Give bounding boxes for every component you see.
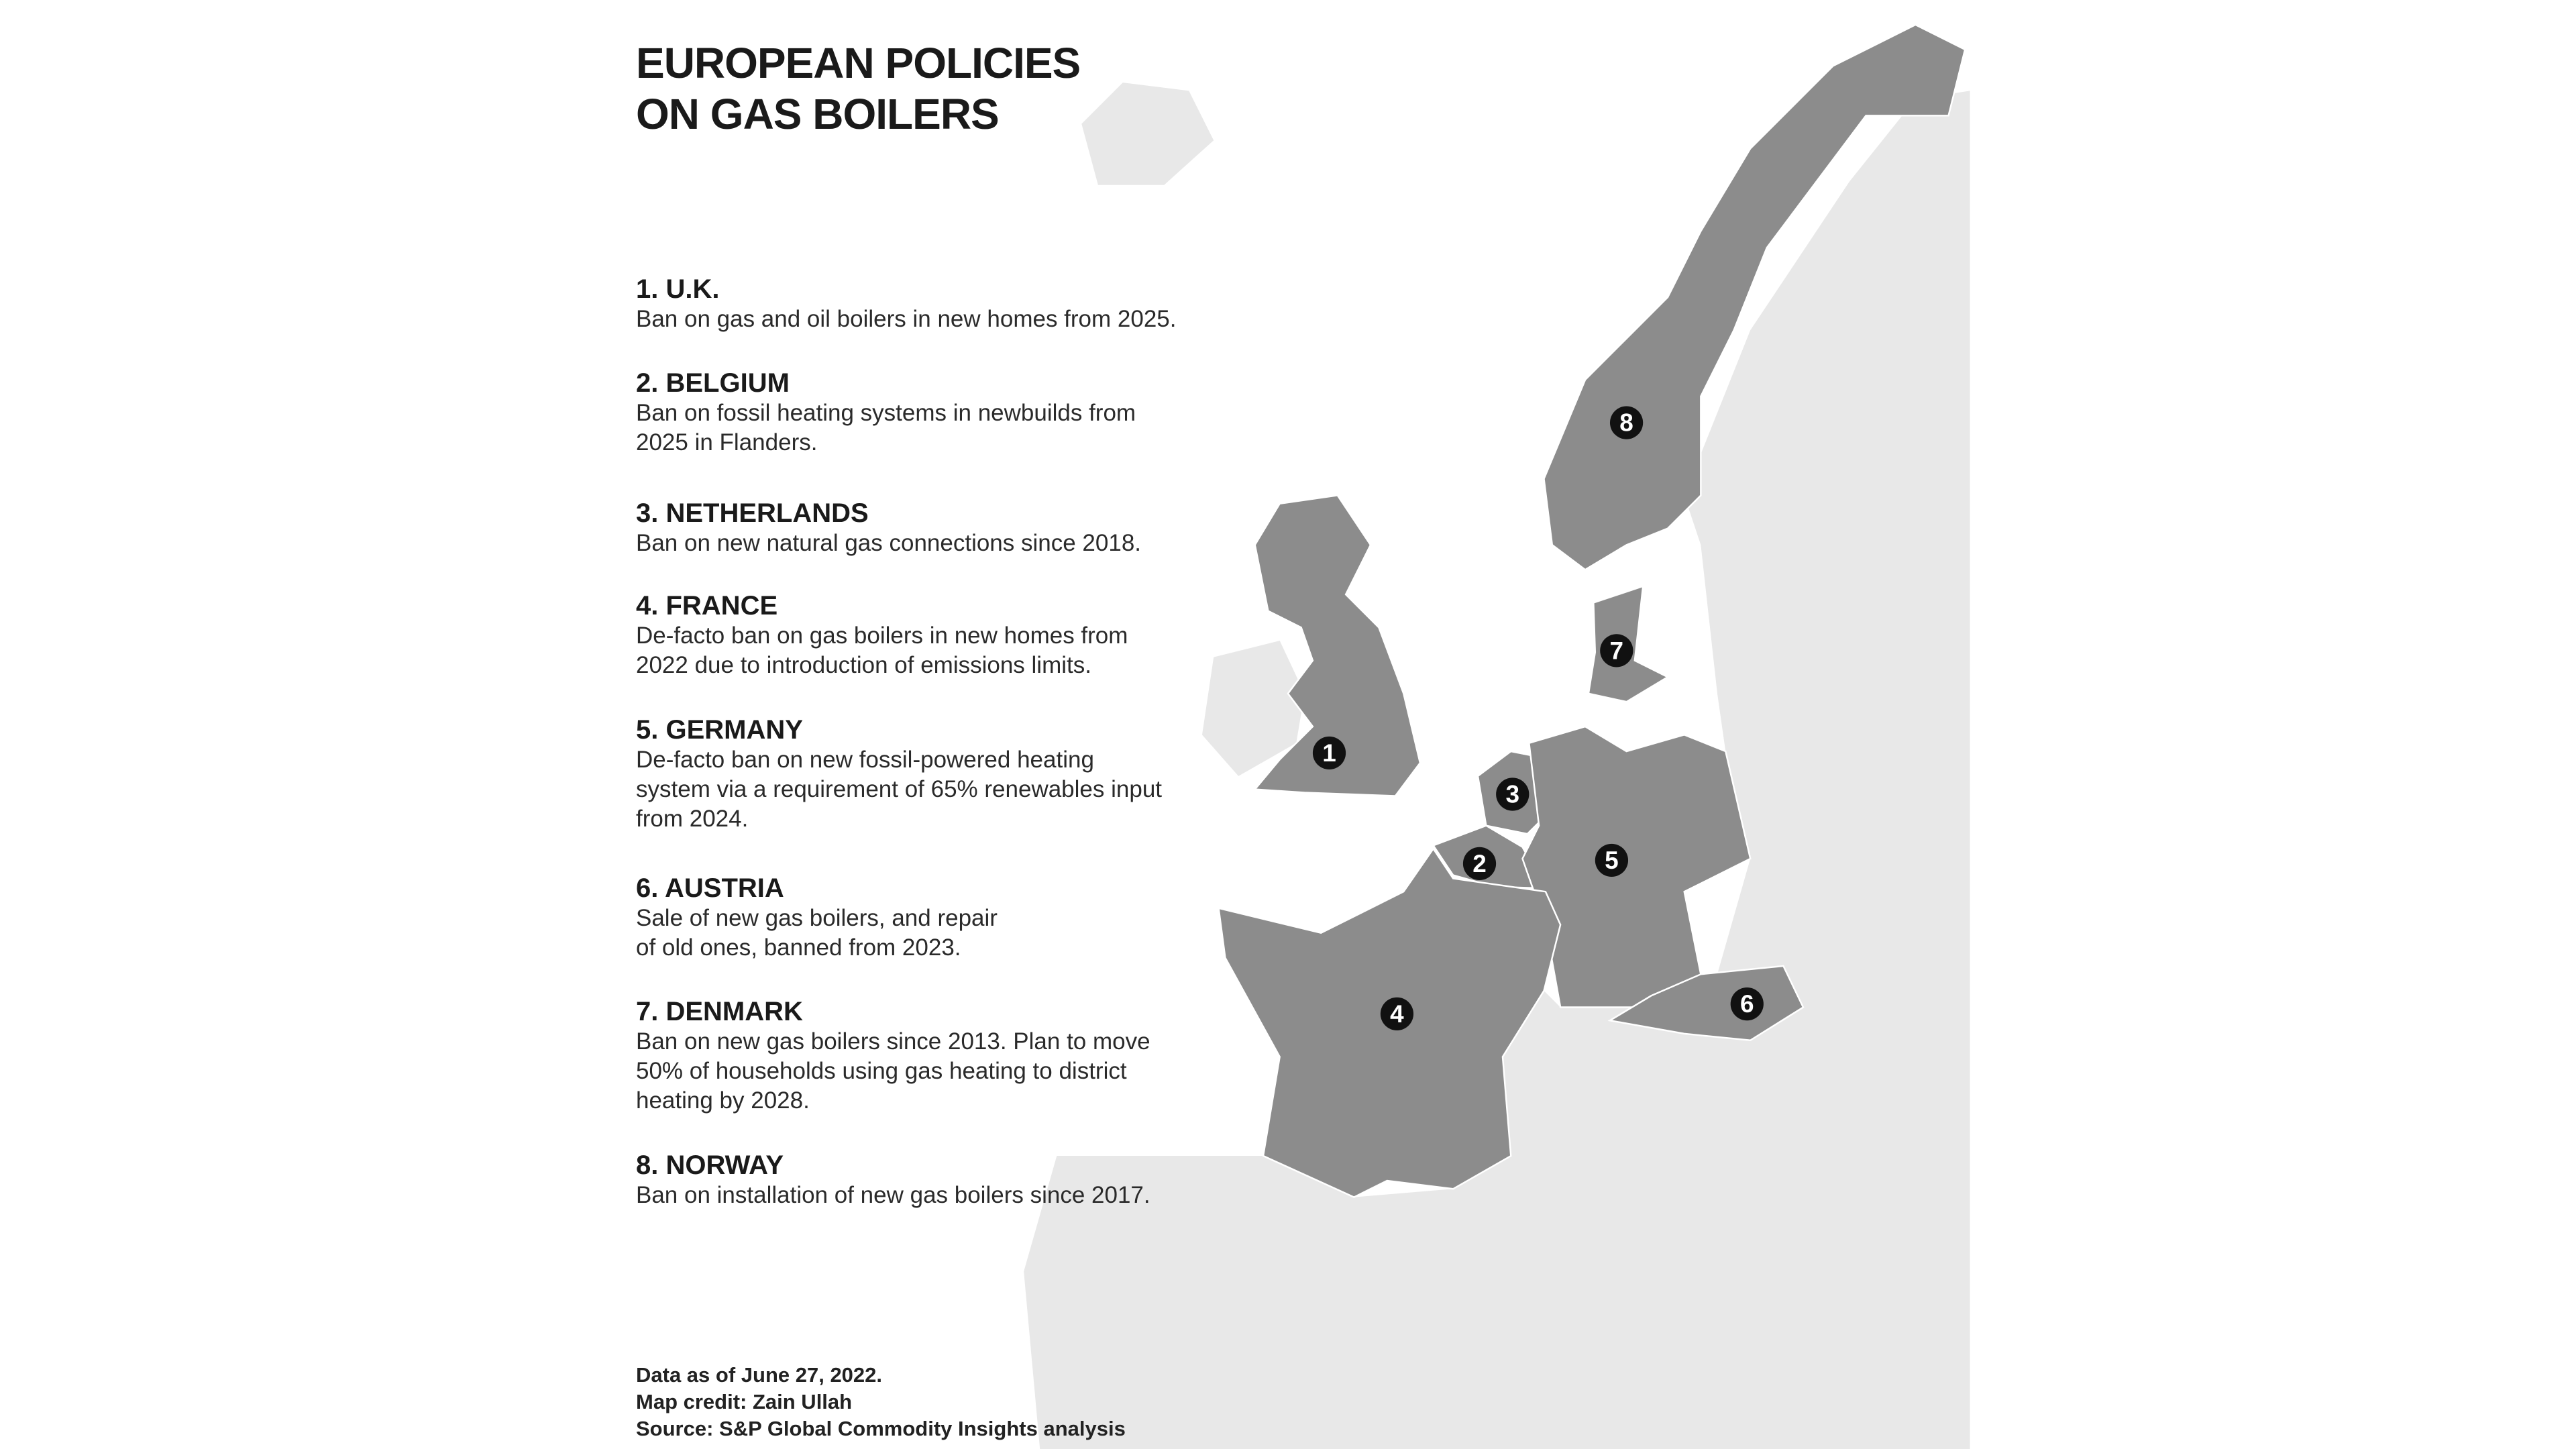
- policy-text: Ban on gas and oil boilers in new homes …: [636, 306, 1177, 332]
- title-line: EUROPEAN POLICIES: [636, 39, 1081, 87]
- marker-4: 4: [1380, 997, 1414, 1030]
- footnotes: Data as of June 27, 2022. Map credit: Za…: [636, 1362, 1126, 1442]
- continental-europe: [1024, 91, 1970, 1449]
- policy-text: De-facto ban on new fossil-powered heati…: [636, 747, 1094, 773]
- policy-heading: 1. U.K.: [636, 274, 720, 304]
- corsica: [1565, 1201, 1586, 1264]
- iceland: [1081, 83, 1214, 185]
- policy-text: heating by 2028.: [636, 1087, 810, 1114]
- policy-item-austria: 6. AUSTRIA Sale of new gas boilers, and …: [636, 873, 1226, 963]
- marker-7: 7: [1600, 634, 1633, 667]
- policy-text: Ban on fossil heating systems in newbuil…: [636, 400, 1136, 426]
- policy-item-france: 4. FRANCE De-facto ban on gas boilers in…: [636, 590, 1226, 680]
- map-credit: Map credit: Zain Ullah: [636, 1390, 853, 1413]
- svg-text:1: 1: [1322, 739, 1336, 767]
- marker-8: 8: [1609, 406, 1644, 439]
- policy-heading: 4. FRANCE: [636, 591, 778, 621]
- policy-item-norway: 8. NORWAY Ban on installation of new gas…: [636, 1150, 1226, 1210]
- policy-item-netherlands: 3. NETHERLANDS Ban on new natural gas co…: [636, 498, 1226, 558]
- policy-text: system via a requirement of 65% renewabl…: [636, 776, 1163, 802]
- country-austria: [1607, 965, 1805, 1042]
- policy-heading: 6. AUSTRIA: [636, 873, 784, 903]
- svg-text:7: 7: [1610, 637, 1624, 664]
- policy-item-denmark: 7. DENMARK Ban on new gas boilers since …: [636, 996, 1226, 1116]
- policy-text: 2025 in Flanders.: [636, 429, 818, 455]
- data-date-note: Data as of June 27, 2022.: [636, 1363, 883, 1387]
- marker-2: 2: [1462, 847, 1497, 880]
- policy-text: of old ones, banned from 2023.: [636, 934, 961, 961]
- policy-heading: 3. NETHERLANDS: [636, 498, 869, 528]
- policy-text: Sale of new gas boilers, and repair: [636, 905, 998, 931]
- map-title: EUROPEAN POLICIES ON GAS BOILERS: [636, 38, 1081, 140]
- marker-3: 3: [1496, 777, 1529, 811]
- svg-text:2: 2: [1472, 850, 1487, 877]
- svg-text:5: 5: [1605, 847, 1619, 874]
- svg-text:3: 3: [1505, 780, 1519, 808]
- policy-heading: 2. BELGIUM: [636, 368, 790, 398]
- marker-1: 1: [1312, 736, 1346, 770]
- ireland: [1201, 641, 1305, 776]
- policy-heading: 5. GERMANY: [636, 715, 803, 745]
- marker-6: 6: [1730, 987, 1764, 1021]
- policy-text: 2022 due to introduction of emissions li…: [636, 652, 1091, 678]
- svg-text:8: 8: [1619, 409, 1633, 437]
- policy-heading: 7. DENMARK: [636, 997, 803, 1026]
- policy-text: De-facto ban on gas boilers in new homes…: [636, 623, 1128, 649]
- policy-text: Ban on installation of new gas boilers s…: [636, 1182, 1150, 1208]
- title-line: ON GAS BOILERS: [636, 90, 1000, 138]
- background-land: [1024, 83, 1970, 1449]
- policy-text: Ban on new gas boilers since 2013. Plan …: [636, 1028, 1150, 1055]
- country-germany: [1521, 725, 1752, 1008]
- country-norway: [1543, 23, 1966, 571]
- country-uk: [1253, 494, 1421, 797]
- marker-5: 5: [1595, 843, 1629, 877]
- source-note: Source: S&P Global Commodity Insights an…: [636, 1417, 1126, 1440]
- policy-item-belgium: 2. BELGIUM Ban on fossil heating systems…: [636, 368, 1226, 458]
- svg-text:4: 4: [1390, 1000, 1404, 1028]
- policy-text: Ban on new natural gas connections since…: [636, 530, 1142, 556]
- svg-text:6: 6: [1740, 990, 1754, 1018]
- policy-heading: 8. NORWAY: [636, 1150, 784, 1180]
- policy-text: 50% of households using gas heating to d…: [636, 1058, 1127, 1084]
- policy-item-germany: 5. GERMANY De-facto ban on new fossil-po…: [636, 714, 1226, 834]
- policy-item-uk: 1. U.K. Ban on gas and oil boilers in ne…: [636, 274, 1226, 334]
- policy-text: from 2024.: [636, 806, 749, 832]
